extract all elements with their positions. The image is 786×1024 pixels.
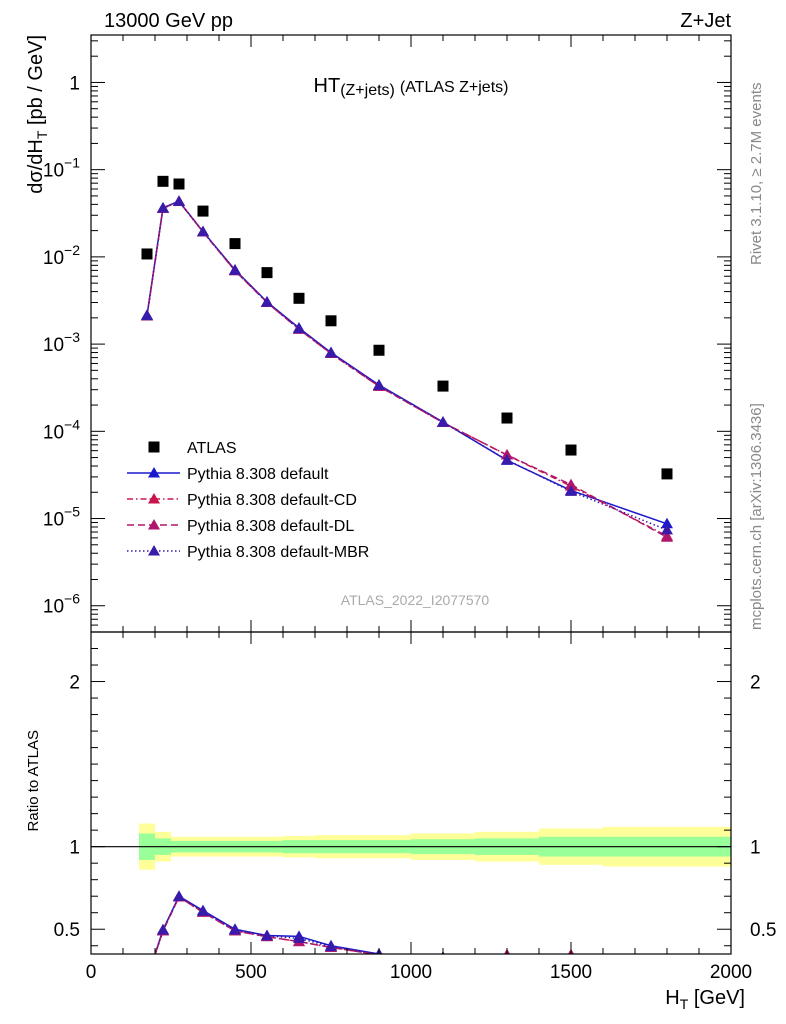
ratio-marker-3 [325, 940, 337, 952]
plot-title: HT(Z+jets) (ATLAS Z+jets) [314, 75, 509, 99]
data-point [261, 267, 273, 279]
legend-label-2: Pythia 8.308 default-DL [187, 518, 354, 535]
x-tick-label: 1500 [550, 962, 592, 983]
data-point [437, 380, 449, 392]
series-marker-3 [141, 309, 153, 321]
ratio-marker-0 [501, 955, 513, 966]
series-marker-3 [197, 225, 209, 237]
series-marker-3 [373, 379, 385, 391]
data-point [325, 315, 337, 327]
y-tick-label: 10−1 [43, 155, 80, 182]
ratio-marker-3 [197, 905, 209, 916]
ratio-marker-3 [293, 932, 305, 943]
y-tick-label: 1 [69, 73, 80, 94]
data-point [173, 178, 185, 190]
data-point [229, 238, 241, 250]
ratio-tick-label-right: 2 [750, 673, 761, 694]
series-marker-3 [565, 485, 577, 496]
legend-marker-1 [148, 493, 160, 504]
data-point [661, 468, 673, 480]
data-point [197, 205, 209, 217]
ratio-marker-1 [141, 973, 153, 984]
ratio-marker-3 [141, 973, 153, 984]
y-axis-label: dσ/dHT [pb / GeV] [25, 35, 50, 194]
series-marker-3 [293, 322, 305, 334]
x-axis-label: HT [GeV] [665, 987, 745, 1012]
mcplots-reference-label: mcplots.cern.ch [arXiv:1306.3436] [748, 403, 765, 630]
ratio-marker-2 [141, 973, 153, 984]
legend: ATLAS Pythia 8.308 default Pythia 8.308 de… [127, 440, 369, 561]
data-point [565, 444, 577, 456]
y-tick-label: 10−2 [43, 242, 80, 269]
series-marker-3 [157, 202, 169, 213]
ratio-tick-label-right: 1 [750, 838, 761, 859]
data-point [373, 344, 385, 356]
series-marker-3 [661, 523, 673, 535]
x-tick-label: 2000 [710, 962, 752, 983]
series-marker-3 [261, 296, 273, 307]
legend-label-3: Pythia 8.308 default-MBR [187, 544, 369, 561]
ratio-marker-3 [157, 924, 169, 935]
series-marker-3 [173, 195, 185, 206]
main-plot-area: HT(Z+jets) (ATLAS Z+jets) ATLAS_2022_I207… [25, 34, 732, 633]
data-point [157, 175, 169, 187]
x-tick-label: 500 [235, 962, 267, 983]
main-frame [90, 34, 732, 633]
ratio-tick-label: 1 [69, 838, 80, 859]
process-label: Z+Jet [680, 10, 731, 32]
y-tick-label: 10−3 [43, 329, 80, 356]
series-marker-3 [437, 416, 449, 427]
series-marker-2 [661, 531, 673, 542]
ratio-marker-2 [661, 960, 673, 971]
ratio-marker-1 [661, 960, 673, 971]
y-tick-label: 10−6 [43, 591, 80, 618]
y-tick-label: 10−5 [43, 504, 80, 531]
rivet-version-label: Rivet 3.1.10, ≥ 2.7M events [748, 83, 765, 266]
legend-marker-2 [148, 519, 160, 530]
series-line-2 [146, 200, 668, 538]
series-line-1 [146, 200, 668, 537]
ratio-marker-3 [229, 924, 241, 935]
series-marker-0 [661, 517, 673, 529]
series-marker-3 [501, 453, 513, 465]
ratio-axis-label: Ratio to ATLAS [25, 730, 42, 831]
series-marker-2 [565, 478, 577, 490]
data-point [293, 292, 305, 304]
energy-label: 13000 GeV pp [104, 10, 233, 32]
ratio-plot-area: 0 500 1000 1500 2000 0.5 0.5 1 1 2 2 Ratio to ATLA… [25, 631, 776, 1012]
legend-label-0: Pythia 8.308 default [187, 466, 329, 483]
ratio-tick-label-right: 0.5 [750, 920, 776, 941]
ratio-tick-label: 2 [69, 673, 80, 694]
ratio-marker-3 [661, 960, 673, 971]
y-tick-label: 10−4 [43, 416, 80, 443]
legend-marker-3 [148, 545, 160, 556]
series-marker-3 [229, 264, 241, 275]
legend-label-data: ATLAS [187, 440, 237, 457]
data-point [141, 248, 153, 260]
ratio-marker-3 [173, 890, 185, 902]
legend-label-1: Pythia 8.308 default-CD [187, 492, 357, 509]
ratio-tick-label: 0.5 [54, 920, 80, 941]
ratio-marker-0 [141, 973, 153, 984]
ratio-marker-0 [661, 960, 673, 971]
data-point [501, 412, 513, 424]
series-marker-3 [325, 347, 337, 358]
x-tick-label: 0 [86, 962, 97, 983]
legend-marker-data [148, 441, 160, 453]
ratio-marker-3 [261, 929, 273, 941]
legend-marker-0 [148, 467, 160, 478]
ratio-frame [90, 631, 732, 955]
x-tick-label: 1000 [390, 962, 432, 983]
analysis-watermark: ATLAS_2022_I2077570 [341, 592, 490, 608]
